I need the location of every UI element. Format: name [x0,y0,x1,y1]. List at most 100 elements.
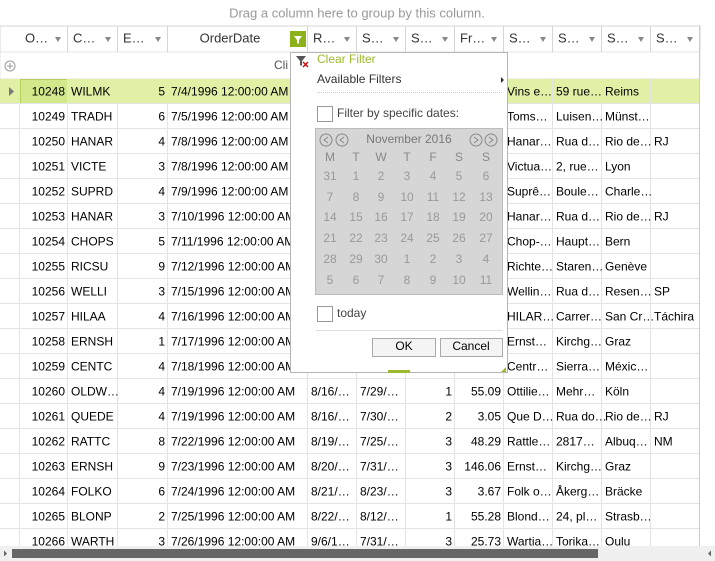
day[interactable]: 6 [483,169,490,183]
filter-icon[interactable] [687,37,693,42]
cell[interactable]: Hanar… [507,135,552,149]
cell[interactable]: 9 [158,260,165,274]
day[interactable]: 5 [456,169,463,183]
cell[interactable]: Wartia… [507,535,553,549]
cell[interactable]: Graz [605,335,631,349]
cell[interactable]: 7/18/1996 12:00:00 AM [171,360,295,374]
column-header[interactable]: S… [362,30,384,45]
cell[interactable]: 7/8/1996 12:00:00 AM [171,160,288,174]
cell[interactable]: 25.73 [471,535,501,549]
cell[interactable]: Oulu [605,535,630,549]
cell[interactable]: Bern [605,235,630,249]
day[interactable]: 14 [323,210,337,224]
cell[interactable]: 8/19/… [311,435,350,449]
cell[interactable]: Köln [605,385,629,399]
cell[interactable]: HILAR… [507,310,554,324]
cell[interactable]: 3.67 [478,485,502,499]
day[interactable]: 30 [374,252,388,266]
cell[interactable]: 9/6/1… [311,535,350,549]
day[interactable]: 11 [480,273,493,287]
cell[interactable]: Staren… [556,260,603,274]
day[interactable]: 27 [479,231,493,245]
cell[interactable]: 8/21/… [311,485,350,499]
cell[interactable]: 48.29 [471,435,501,449]
cell[interactable]: WILMK [71,85,110,99]
cell[interactable]: 8/16/… [311,385,350,399]
cell[interactable]: Mehr… [556,385,595,399]
day[interactable]: 3 [404,169,411,183]
cell[interactable]: Resen… [605,285,652,299]
cell[interactable]: 8/22/… [311,510,350,524]
cell[interactable]: 3 [158,160,165,174]
column-header[interactable]: R… [313,30,335,45]
cell[interactable]: Haupt… [556,235,600,249]
day[interactable]: 2 [378,169,385,183]
day[interactable]: 13 [479,190,493,204]
today-label[interactable]: today [337,306,366,320]
cell[interactable]: OLDW… [71,385,119,399]
cell[interactable]: 8/16/… [311,410,350,424]
cancel-button[interactable] [440,338,503,357]
filter-icon[interactable] [540,37,546,42]
cell[interactable]: 3 [158,535,165,549]
filter-icon[interactable] [105,37,111,42]
cell[interactable]: 10262 [32,435,66,449]
day[interactable]: 4 [483,252,490,266]
cell[interactable]: Torika… [556,535,600,549]
cell[interactable]: 55.09 [471,385,501,399]
cell[interactable]: 2, rue… [556,160,599,174]
cell[interactable]: 10265 [32,510,66,524]
cell[interactable]: 10248 [32,85,66,99]
cell[interactable]: 10252 [32,185,66,199]
cell[interactable]: 7/5/1996 12:00:00 AM [171,110,288,124]
column-header[interactable]: S… [509,30,531,45]
cell[interactable]: RATTC [71,435,110,449]
cell[interactable]: HANAR [71,135,113,149]
filter-icon[interactable] [155,37,161,42]
filter-icon[interactable] [589,37,595,42]
cell[interactable]: 7/22/1996 12:00:00 AM [171,435,295,449]
day[interactable]: 6 [353,273,360,287]
day[interactable]: 10 [452,273,466,287]
available-filters[interactable]: Available Filters [317,72,401,86]
column-header[interactable]: OrderDate [200,30,261,45]
cell[interactable]: 7/29/… [360,385,399,399]
cell[interactable]: 9 [158,460,165,474]
cell[interactable]: 7/17/1996 12:00:00 AM [171,335,295,349]
cell[interactable]: 4 [158,360,165,374]
cell[interactable]: 10251 [32,160,66,174]
cell[interactable]: RJ [654,135,669,149]
clear-filter[interactable]: Clear Filter [317,52,376,66]
cell[interactable]: Ottilie… [507,385,550,399]
day[interactable]: 8 [353,190,360,204]
cell[interactable]: Richte… [507,260,553,274]
day[interactable]: 1 [353,169,360,183]
cell[interactable]: 7/24/1996 12:00:00 AM [171,485,295,499]
cell[interactable]: Rio de… [605,210,652,224]
filter-icon[interactable] [55,37,61,42]
column-header[interactable]: S… [558,30,580,45]
cell[interactable]: RJ [654,210,669,224]
cell[interactable]: 8/20/… [311,460,350,474]
cell[interactable]: 4 [158,410,165,424]
cell[interactable]: SUPRD [71,185,113,199]
cell[interactable]: 7/23/1996 12:00:00 AM [171,460,295,474]
cell[interactable]: 7/8/1996 12:00:00 AM [171,135,288,149]
column-header[interactable]: E… [123,30,145,45]
cell[interactable]: Reims [605,85,639,99]
nav-button[interactable] [319,133,333,147]
cell[interactable]: 7/26/1996 12:00:00 AM [171,535,295,549]
day[interactable]: 9 [430,273,437,287]
nav-button[interactable] [335,133,349,147]
cell[interactable]: Rattle… [507,435,550,449]
day[interactable]: 17 [400,210,414,224]
filter-icon[interactable] [442,37,448,42]
cell[interactable]: Suprê… [507,185,551,199]
cell[interactable]: Rio de… [605,135,652,149]
cell[interactable]: RJ [654,410,669,424]
cell[interactable]: Méxic… [605,360,648,374]
cell[interactable]: 2 [445,410,452,424]
cell[interactable]: CENTC [71,360,113,374]
resize-bar[interactable] [388,370,410,373]
cell[interactable]: 4 [158,185,165,199]
